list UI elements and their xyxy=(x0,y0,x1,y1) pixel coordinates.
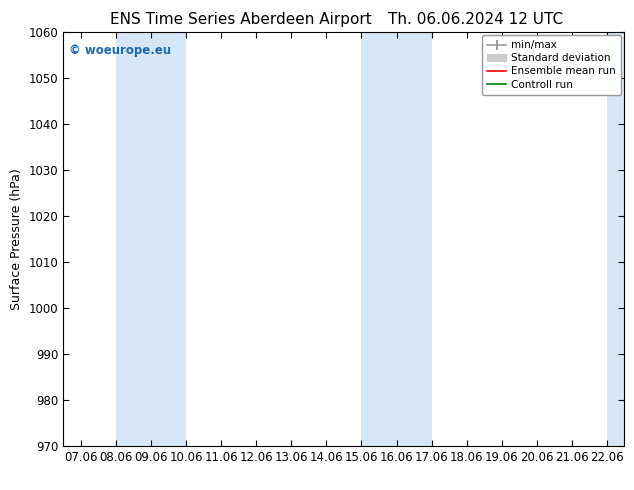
Bar xyxy=(116,32,186,446)
Legend: min/max, Standard deviation, Ensemble mean run, Controll run: min/max, Standard deviation, Ensemble me… xyxy=(482,35,621,95)
Text: ENS Time Series Aberdeen Airport: ENS Time Series Aberdeen Airport xyxy=(110,12,372,27)
Bar xyxy=(361,32,432,446)
Text: Th. 06.06.2024 12 UTC: Th. 06.06.2024 12 UTC xyxy=(388,12,563,27)
Bar xyxy=(607,32,624,446)
Text: © woeurope.eu: © woeurope.eu xyxy=(69,44,171,57)
Y-axis label: Surface Pressure (hPa): Surface Pressure (hPa) xyxy=(10,168,23,310)
